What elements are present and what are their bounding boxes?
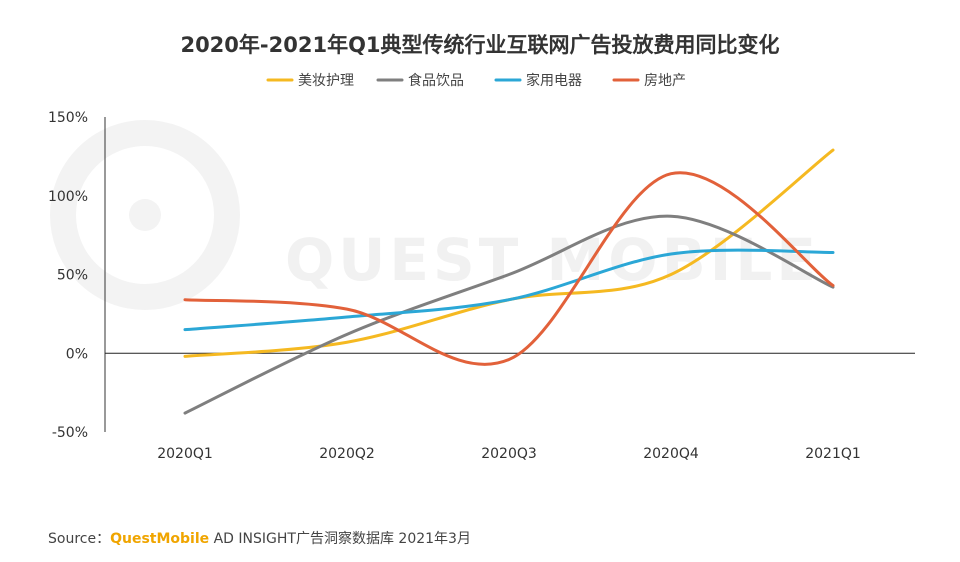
y-tick-label: 50%	[57, 268, 88, 284]
y-axis: 150% 100% 50% 0% -50%	[48, 110, 106, 441]
watermark-dot-icon	[129, 199, 161, 231]
x-tick-label: 2021Q1	[805, 446, 861, 462]
x-tick-label: 2020Q1	[157, 446, 213, 462]
y-tick-label: 0%	[66, 346, 88, 362]
x-axis: 2020Q1 2020Q2 2020Q3 2020Q4 2021Q1	[105, 352, 915, 462]
y-tick-label: 150%	[48, 110, 88, 126]
series-line-3	[183, 248, 835, 332]
series-lines	[183, 148, 835, 415]
source-label: Source：	[48, 531, 111, 547]
x-tick-label: 2020Q3	[481, 446, 537, 462]
source-rest: AD INSIGHT广告洞察数据库 2021年3月	[213, 531, 471, 547]
x-tick-label: 2020Q4	[643, 446, 699, 462]
watermark: QUEST MOBILE	[50, 120, 816, 310]
legend-label: 房地产	[644, 73, 686, 89]
series-line-4	[183, 171, 835, 366]
legend-label: 食品饮品	[408, 72, 464, 89]
footer-source: Source：QuestMobile AD INSIGHT广告洞察数据库 202…	[48, 528, 471, 548]
y-tick-label: 100%	[48, 189, 88, 205]
legend: 美妆护理 食品饮品 家用电器 房地产	[266, 72, 686, 89]
legend-label: 家用电器	[526, 72, 582, 89]
source-brand: QuestMobile	[110, 531, 210, 547]
watermark-ring-icon	[50, 120, 240, 310]
legend-label: 美妆护理	[298, 73, 354, 89]
y-tick-label: -50%	[52, 425, 88, 441]
x-tick-label: 2020Q2	[319, 446, 375, 462]
series-line-2	[183, 214, 835, 415]
chart-title: 2020年-2021年Q1典型传统行业互联网广告投放费用同比变化	[180, 33, 779, 57]
